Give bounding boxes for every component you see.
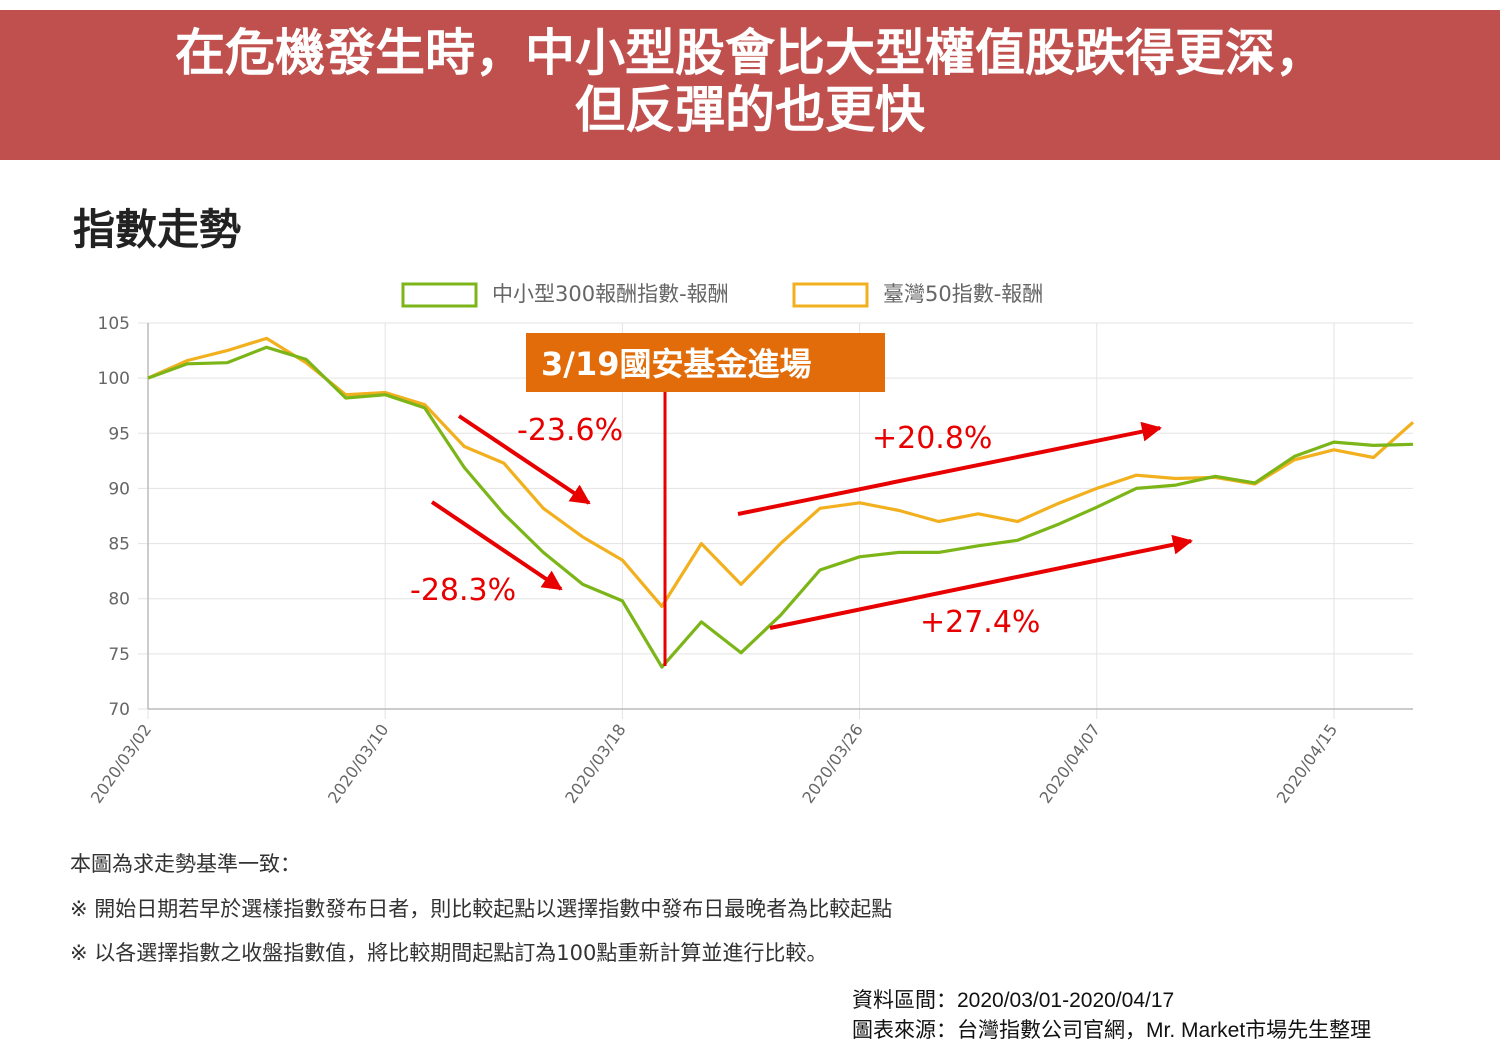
- rise-arrow-upper: [737, 421, 1162, 516]
- legend-label-series-2: 臺灣50指數-報酬: [883, 282, 1043, 306]
- note-line-2: ※ 開始日期若早於選樣指數發布日者，則比較起點以選擇指數中發布日最晚者為比較起點: [70, 897, 893, 921]
- rise-label-large-cap: +20.8%: [872, 421, 992, 456]
- y-tick-label: 95: [108, 424, 130, 444]
- event-callout-label: 3/19國安基金進場: [541, 345, 812, 383]
- x-tick-label: 2020/03/02: [87, 720, 155, 806]
- y-tick-label: 70: [108, 700, 130, 720]
- rise-label-small-cap: +27.4%: [920, 605, 1040, 640]
- event-callout-box: [526, 333, 885, 392]
- chart-legend: 中小型300報酬指數-報酬 臺灣50指數-報酬: [401, 282, 1043, 308]
- source-origin: 圖表來源：台灣指數公司官網，Mr. Market市場先生整理: [852, 1019, 1372, 1042]
- rise-arrow-lower: [769, 534, 1193, 630]
- y-tick-label: 75: [108, 645, 130, 665]
- legend-swatch-series-1: [401, 282, 478, 308]
- drop-arrow-upper: [457, 414, 591, 505]
- legend-swatch-series-2: [792, 282, 869, 308]
- note-line-1: 本圖為求走勢基準一致：: [70, 852, 301, 876]
- x-tick-label: 2020/03/26: [798, 720, 866, 806]
- y-tick-label: 90: [108, 479, 130, 499]
- series-line-1: [147, 345, 1414, 669]
- y-tick-label: 85: [108, 535, 130, 555]
- chart-annotations: 3/19國安基金進場 -23.6% -28.3% +20.8% +27.4%: [410, 333, 1193, 666]
- x-tick-label: 2020/03/10: [324, 720, 392, 806]
- y-tick-label: 80: [108, 590, 130, 610]
- headline-banner: 在危機發生時，中小型股會比大型權值股跌得更深， 但反彈的也更快: [0, 10, 1500, 160]
- x-tick-label: 2020/03/18: [561, 720, 629, 806]
- headline-line-1: 在危機發生時，中小型股會比大型權值股跌得更深，: [175, 24, 1325, 82]
- legend-label-series-1: 中小型300報酬指數-報酬: [492, 282, 729, 306]
- panel-title: 指數走勢: [73, 205, 242, 254]
- x-tick-label: 2020/04/15: [1273, 720, 1341, 806]
- note-line-3: ※ 以各選擇指數之收盤指數值，將比較期間起點訂為100點重新計算並進行比較。: [70, 941, 828, 965]
- chart-series: [147, 336, 1415, 669]
- x-tick-label: 2020/04/07: [1036, 720, 1104, 806]
- headline-line-2: 但反彈的也更快: [575, 81, 925, 139]
- drop-label-small-cap: -28.3%: [410, 573, 516, 608]
- drop-arrow-lower: [430, 500, 563, 591]
- y-tick-label: 100: [98, 369, 130, 389]
- drop-label-large-cap: -23.6%: [517, 413, 623, 448]
- source-period: 資料區間：2020/03/01-2020/04/17: [852, 989, 1175, 1012]
- y-tick-label: 105: [98, 314, 130, 334]
